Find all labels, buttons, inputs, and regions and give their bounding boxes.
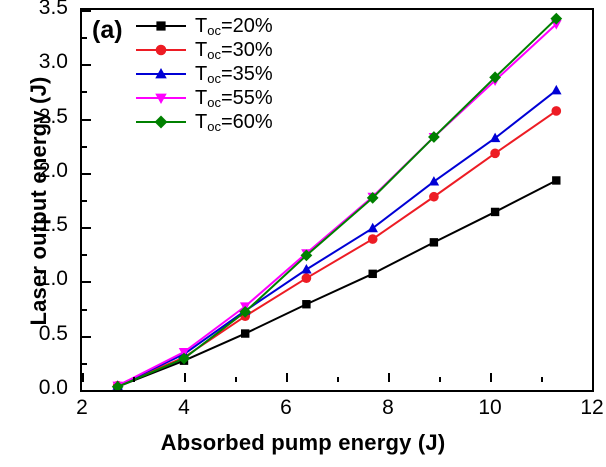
x-tick-major — [388, 373, 390, 382]
y-tick-minor — [82, 200, 87, 202]
x-tick-label: 8 — [382, 396, 394, 419]
x-tick-minor — [541, 377, 543, 382]
y-tick-major — [82, 10, 91, 12]
x-tick-major — [490, 373, 492, 382]
legend-label: Toc=35% — [195, 62, 273, 86]
legend-marker-triangle-up-icon — [155, 68, 167, 79]
x-tick-label: 6 — [280, 396, 292, 419]
y-tick-label: 2.5 — [38, 104, 68, 128]
legend-item-2[interactable]: Toc=30% — [136, 38, 273, 62]
data-series-canvas — [111, 12, 563, 390]
legend-label: Toc=30% — [195, 38, 273, 62]
y-tick-label: 1.0 — [38, 267, 68, 291]
legend-marker-diamond-icon — [154, 115, 168, 129]
y-tick-label: 0.0 — [38, 376, 68, 399]
legend-marker-triangle-down-icon — [155, 93, 167, 104]
x-axis-title: Absorbed pump energy (J) — [160, 430, 446, 455]
y-tick-label: 0.5 — [38, 321, 68, 345]
legend-label: Toc=55% — [195, 86, 273, 110]
y-tick-major — [82, 335, 91, 338]
x-tick-minor — [235, 377, 237, 382]
legend-item-1[interactable]: Toc=20% — [136, 14, 273, 38]
x-tick-label: 10 — [478, 396, 502, 419]
x-tick-label: 4 — [178, 396, 190, 419]
y-tick-minor — [82, 145, 87, 148]
legend-item-4[interactable]: Toc=55% — [136, 86, 273, 110]
x-tick-label: 12 — [580, 396, 604, 419]
series-5 — [111, 12, 563, 390]
y-tick-major — [82, 64, 91, 67]
x-tick-major — [82, 373, 84, 382]
legend-label: Toc=20% — [195, 14, 273, 38]
y-tick-major — [82, 390, 91, 392]
legend: Toc=20% Toc=30% Toc=35% Toc=55% Toc=60% — [136, 14, 273, 134]
series-2 — [112, 106, 562, 390]
legend-marker-square-icon — [156, 21, 166, 31]
panel-label: (a) — [92, 16, 123, 44]
y-tick-minor — [82, 362, 87, 365]
x-tick-minor — [337, 377, 339, 382]
x-tick-major — [184, 373, 186, 382]
y-tick-major — [82, 118, 91, 121]
x-tick-minor — [439, 377, 441, 382]
y-tick-major — [82, 172, 91, 175]
y-tick-minor — [82, 91, 87, 94]
y-tick-label: 2.0 — [38, 158, 68, 182]
x-tick-major — [592, 373, 594, 382]
x-tick-major — [286, 373, 288, 382]
y-tick-label: 3.5 — [38, 0, 68, 19]
y-tick-label: 3.0 — [38, 50, 68, 74]
legend-marker-circle-icon — [155, 44, 167, 56]
y-tick-minor — [82, 308, 87, 311]
legend-item-3[interactable]: Toc=35% — [136, 62, 273, 86]
y-tick-label: 1.5 — [38, 213, 68, 237]
x-tick-minor — [133, 377, 135, 382]
plot-area: (a) Toc=20% Toc=30% Toc=35% Toc=55% Toc=60% — [80, 8, 594, 392]
legend-item-5[interactable]: Toc=60% — [136, 110, 273, 134]
y-tick-minor — [82, 254, 87, 257]
y-tick-major — [82, 227, 91, 230]
y-tick-minor — [82, 37, 87, 40]
x-tick-label: 2 — [76, 396, 88, 419]
y-tick-major — [82, 281, 91, 284]
legend-label: Toc=60% — [195, 110, 273, 134]
